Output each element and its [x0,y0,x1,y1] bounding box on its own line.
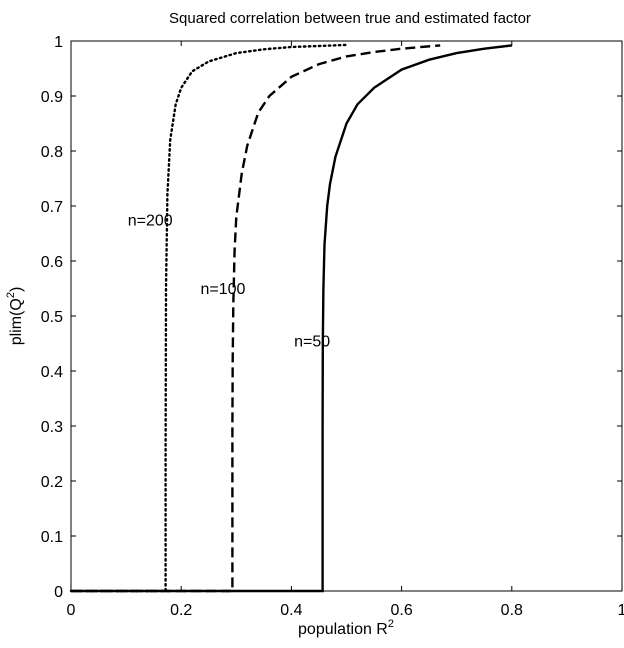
annotation-n-100: n=100 [200,281,245,298]
series-line-n-50 [71,44,512,593]
y-tick-label: 0 [54,584,63,601]
y-axis-label-sup: 2 [5,292,17,298]
y-tick-label: 0.1 [41,529,63,546]
x-tick-label: 0.8 [501,602,523,619]
chart-title: Squared correlation between true and est… [169,10,531,27]
series-line-n-100 [71,44,441,593]
y-tick-label: 0.7 [41,199,63,216]
x-tick-label: 1 [618,602,624,619]
y-tick-label: 0.8 [41,144,63,161]
y-axis-label-suffix: ) [8,287,25,292]
x-tick-label: 0.2 [170,602,192,619]
y-tick-label: 0.9 [41,89,63,106]
y-axis-label: plim(Q2) [5,287,25,346]
series-line-n-200 [69,43,348,593]
y-tick-label: 0.6 [41,254,63,271]
x-axis-label-text: population R [298,621,388,638]
y-tick-label: 0.5 [41,309,63,326]
y-tick-label: 0.3 [41,419,63,436]
series-layer [69,43,512,593]
x-tick-label: 0.4 [280,602,302,619]
annotations: n=200 n=100 n=50 [128,212,331,350]
annotation-n-200: n=200 [128,212,173,229]
y-tick-label: 0.2 [41,474,63,491]
x-tick-label: 0 [67,602,76,619]
x-axis-ticks: 0 0.2 0.4 0.6 0.8 1 [67,41,624,619]
y-axis-label-text: plim(Q [8,298,25,345]
x-tick-label: 0.6 [390,602,412,619]
x-axis-label: population R2 [298,618,394,638]
annotation-n-50: n=50 [294,333,330,350]
y-tick-label: 1 [54,34,63,51]
x-axis-label-sup: 2 [388,618,394,630]
y-tick-label: 0.4 [41,364,63,381]
plot-frame [70,40,623,592]
